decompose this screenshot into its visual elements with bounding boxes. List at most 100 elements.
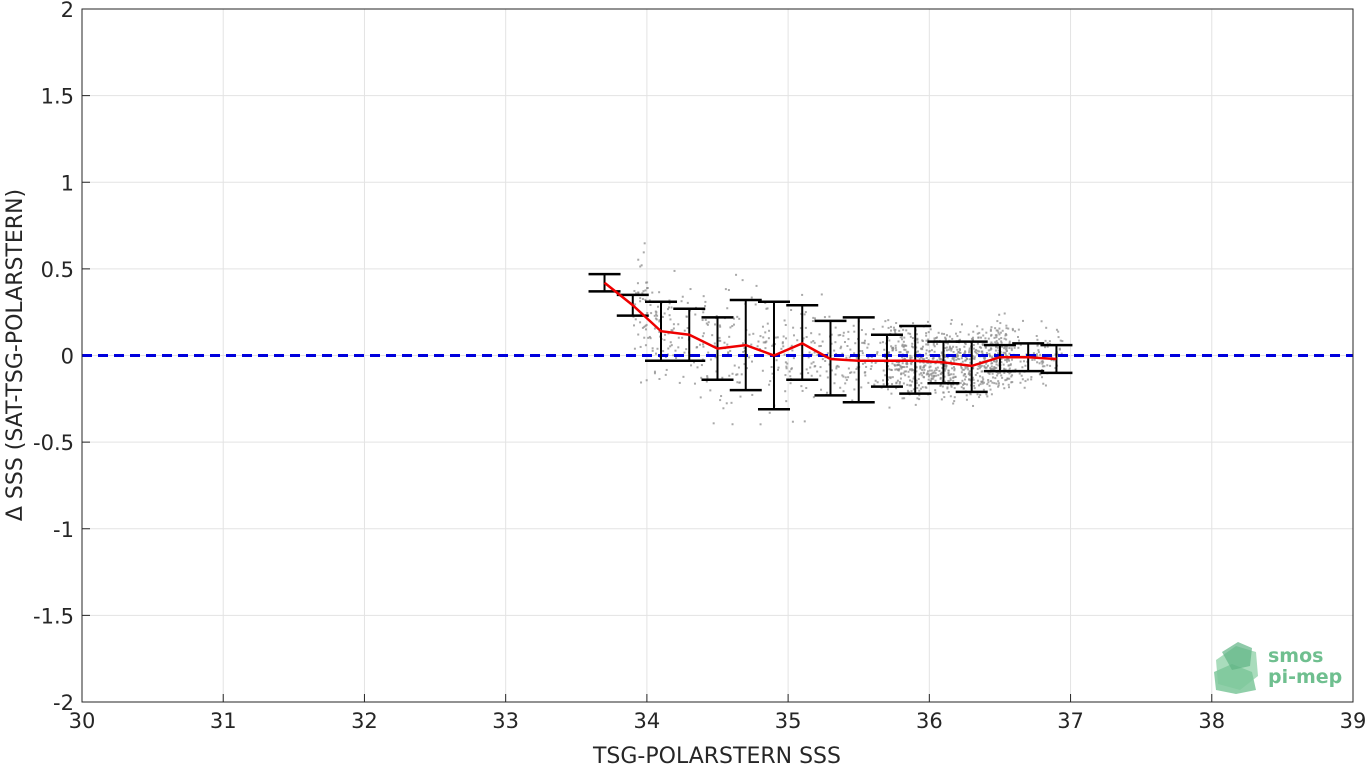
scatter-point	[667, 347, 670, 350]
scatter-point	[685, 315, 688, 318]
scatter-point	[932, 377, 935, 380]
scatter-point	[1040, 360, 1043, 363]
scatter-point	[909, 379, 912, 382]
scatter-point	[902, 328, 905, 331]
scatter-point	[907, 350, 910, 353]
scatter-point	[934, 372, 937, 375]
scatter-point	[997, 352, 1000, 355]
scatter-point	[928, 353, 931, 356]
scatter-point	[884, 374, 887, 377]
scatter-point	[1011, 327, 1014, 330]
scatter-point	[718, 339, 721, 342]
scatter-point	[761, 369, 764, 372]
scatter-point	[971, 355, 974, 358]
scatter-point	[945, 366, 948, 369]
scatter-point	[1003, 312, 1006, 315]
scatter-point	[915, 382, 918, 385]
scatter-point	[784, 390, 787, 393]
scatter-point	[736, 373, 739, 376]
scatter-point	[812, 361, 815, 364]
scatter-point	[790, 368, 793, 371]
scatter-point	[891, 362, 894, 365]
scatter-point	[1000, 341, 1003, 344]
scatter-point	[872, 328, 875, 331]
scatter-point	[766, 322, 769, 325]
scatter-point	[654, 317, 657, 320]
scatter-point	[960, 366, 963, 369]
scatter-point	[987, 371, 990, 374]
scatter-point	[644, 289, 647, 292]
scatter-point	[690, 364, 693, 367]
scatter-point	[718, 324, 721, 327]
scatter-point	[844, 376, 847, 379]
scatter-point	[945, 334, 948, 337]
scatter-point	[1057, 336, 1060, 339]
scatter-point	[997, 349, 1000, 352]
scatter-point	[737, 366, 740, 369]
scatter-point	[929, 328, 932, 331]
scatter-point	[1008, 372, 1011, 375]
scatter-point	[973, 381, 976, 384]
scatter-point	[655, 352, 658, 355]
scatter-point	[861, 352, 864, 355]
scatter-point	[945, 346, 948, 349]
scatter-point	[982, 388, 985, 391]
scatter-point	[804, 311, 807, 314]
scatter-point	[984, 356, 987, 359]
scatter-point	[909, 356, 912, 359]
scatter-point	[975, 351, 978, 354]
scatter-point	[853, 371, 856, 374]
scatter-point	[960, 355, 963, 358]
scatter-point	[943, 332, 946, 335]
scatter-point	[653, 370, 656, 373]
scatter-point	[1007, 386, 1010, 389]
scatter-point	[990, 341, 993, 344]
scatter-point	[920, 382, 923, 385]
scatter-point	[985, 351, 988, 354]
scatter-point	[894, 328, 897, 331]
scatter-point	[643, 325, 646, 328]
scatter-point	[995, 340, 998, 343]
scatter-point	[893, 328, 896, 331]
scatter-point	[725, 402, 728, 405]
scatter-point	[922, 371, 925, 374]
scatter-point	[1017, 328, 1020, 331]
scatter-point	[789, 375, 792, 378]
scatter-point	[847, 376, 850, 379]
scatter-point	[901, 366, 904, 369]
scatter-point	[963, 373, 966, 376]
scatter-point	[921, 357, 924, 360]
scatter-point	[952, 402, 955, 405]
scatter-point	[883, 348, 886, 351]
scatter-point	[950, 349, 953, 352]
scatter-point	[932, 371, 935, 374]
scatter-point	[964, 351, 967, 354]
scatter-point	[686, 327, 689, 330]
scatter-point	[943, 369, 946, 372]
scatter-point	[834, 341, 837, 344]
scatter-point	[1037, 349, 1040, 352]
scatter-point	[919, 387, 922, 390]
scatter-point	[905, 362, 908, 365]
x-axis-label: TSG-POLARSTERN SSS	[592, 744, 841, 766]
scatter-point	[974, 373, 977, 376]
scatter-point	[909, 384, 912, 387]
scatter-point	[961, 368, 964, 371]
scatter-point	[678, 381, 681, 384]
scatter-point	[751, 360, 754, 363]
scatter-point	[918, 389, 921, 392]
scatter-point	[1061, 340, 1064, 343]
scatter-point	[951, 356, 954, 359]
scatter-point	[736, 315, 739, 318]
scatter-point	[960, 323, 963, 326]
scatter-point	[956, 354, 959, 357]
scatter-point	[959, 382, 962, 385]
scatter-point	[1037, 351, 1040, 354]
scatter-point	[876, 381, 879, 384]
scatter-point	[961, 360, 964, 363]
scatter-point	[985, 362, 988, 365]
scatter-point	[833, 349, 836, 352]
scatter-point	[911, 342, 914, 345]
scatter-point	[932, 343, 935, 346]
